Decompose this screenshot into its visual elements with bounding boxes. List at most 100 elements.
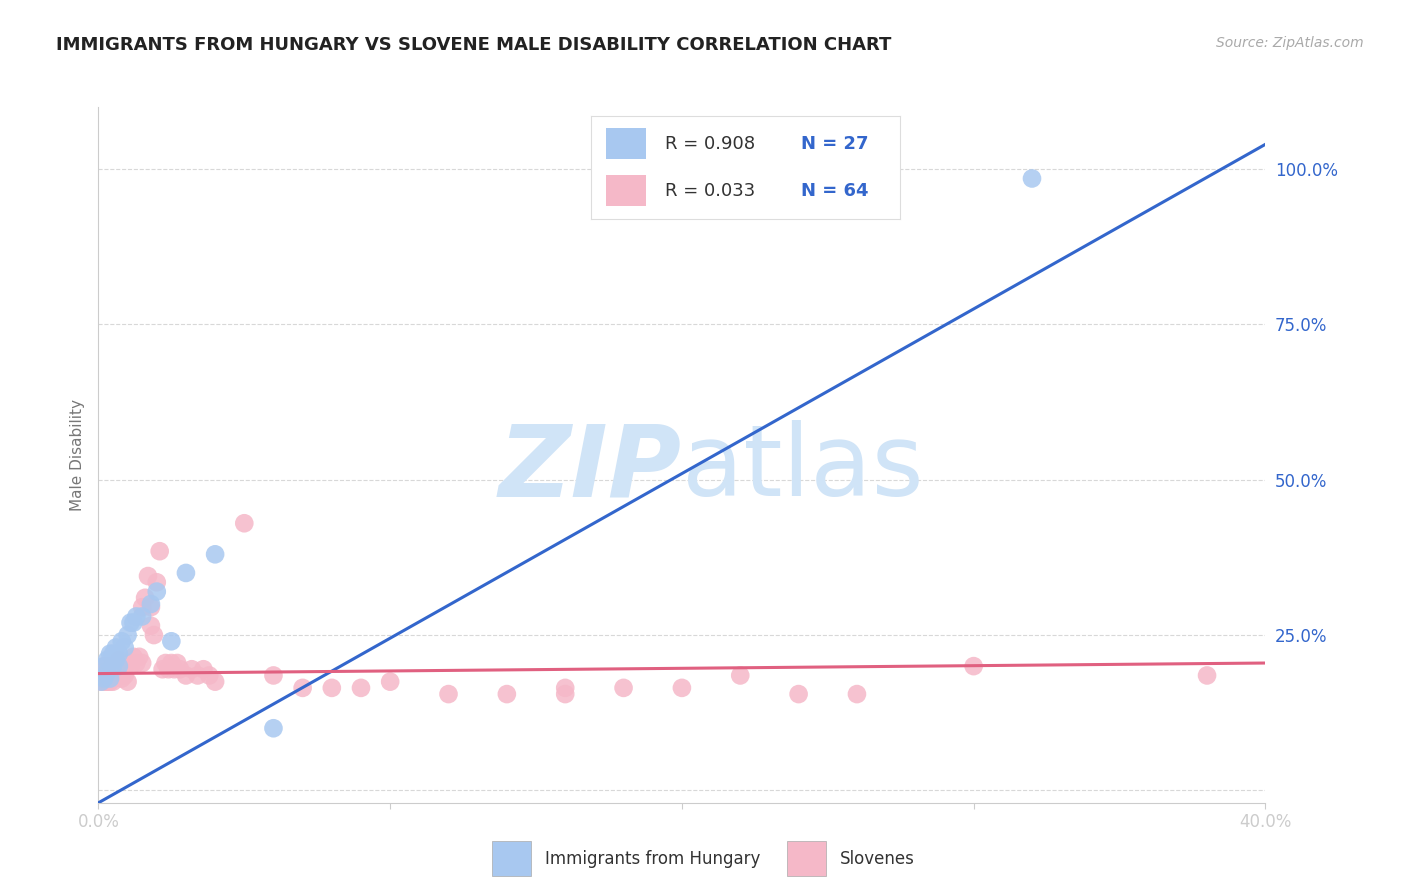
FancyBboxPatch shape	[606, 176, 647, 206]
FancyBboxPatch shape	[492, 841, 531, 876]
Point	[730, 668, 752, 682]
Point	[262, 668, 284, 682]
Point	[98, 672, 121, 686]
Point	[108, 647, 131, 661]
Point	[93, 659, 115, 673]
Point	[139, 619, 162, 633]
Point	[612, 681, 634, 695]
FancyBboxPatch shape	[606, 128, 647, 159]
Text: atlas: atlas	[682, 420, 924, 517]
Point	[111, 662, 134, 676]
Point	[136, 569, 159, 583]
Point	[90, 665, 112, 680]
Point	[128, 649, 150, 664]
Point	[120, 659, 142, 673]
Point	[98, 674, 121, 689]
Point	[131, 600, 153, 615]
Point	[169, 662, 191, 676]
Point	[96, 665, 118, 680]
Point	[120, 615, 142, 630]
Point	[101, 647, 124, 661]
Point	[90, 674, 112, 689]
Point	[142, 628, 165, 642]
Point	[104, 668, 127, 682]
Point	[193, 662, 215, 676]
Point	[174, 668, 197, 682]
Point	[174, 566, 197, 580]
Point	[122, 615, 145, 630]
Point	[437, 687, 460, 701]
Point	[101, 659, 124, 673]
Point	[114, 668, 136, 682]
Point	[846, 687, 869, 701]
FancyBboxPatch shape	[787, 841, 827, 876]
Point	[291, 681, 314, 695]
Point	[114, 640, 136, 655]
Point	[962, 659, 984, 673]
Point	[166, 656, 188, 670]
Point	[146, 584, 169, 599]
Point	[146, 575, 169, 590]
Point	[350, 681, 373, 695]
Point	[96, 653, 118, 667]
Point	[671, 681, 693, 695]
Point	[93, 659, 115, 673]
Y-axis label: Male Disability: Male Disability	[69, 399, 84, 511]
Point	[125, 656, 148, 670]
Point	[187, 668, 209, 682]
Point	[233, 516, 256, 531]
Point	[111, 634, 134, 648]
Point	[101, 659, 124, 673]
Point	[155, 656, 177, 670]
Point	[96, 674, 118, 689]
Point	[139, 600, 162, 615]
Point	[262, 721, 284, 735]
Point	[98, 659, 121, 673]
Text: R = 0.908: R = 0.908	[665, 135, 755, 153]
Point	[157, 662, 180, 676]
Point	[90, 674, 112, 689]
Text: IMMIGRANTS FROM HUNGARY VS SLOVENE MALE DISABILITY CORRELATION CHART: IMMIGRANTS FROM HUNGARY VS SLOVENE MALE …	[56, 36, 891, 54]
Point	[111, 672, 134, 686]
Text: ZIP: ZIP	[499, 420, 682, 517]
Point	[554, 681, 576, 695]
Point	[321, 681, 343, 695]
Text: N = 64: N = 64	[801, 182, 869, 200]
Point	[131, 609, 153, 624]
Point	[152, 662, 174, 676]
Point	[108, 653, 131, 667]
Point	[163, 662, 186, 676]
Point	[93, 672, 115, 686]
Point	[134, 591, 156, 605]
Text: R = 0.033: R = 0.033	[665, 182, 755, 200]
Point	[117, 628, 139, 642]
Point	[108, 668, 131, 682]
Point	[125, 609, 148, 624]
Point	[93, 674, 115, 689]
Point	[787, 687, 810, 701]
Point	[160, 656, 183, 670]
Point	[93, 672, 115, 686]
Point	[104, 640, 127, 655]
Text: Slovenes: Slovenes	[841, 849, 915, 868]
Point	[96, 674, 118, 689]
Point	[204, 674, 226, 689]
Point	[122, 649, 145, 664]
Point	[131, 656, 153, 670]
Point	[554, 687, 576, 701]
Point	[117, 656, 139, 670]
Point	[98, 647, 121, 661]
Point	[104, 653, 127, 667]
Point	[204, 547, 226, 561]
Text: Immigrants from Hungary: Immigrants from Hungary	[546, 849, 761, 868]
Point	[1021, 171, 1043, 186]
Point	[198, 668, 221, 682]
Point	[180, 662, 202, 676]
Point	[101, 674, 124, 689]
Point	[104, 662, 127, 676]
Point	[496, 687, 519, 701]
Point	[149, 544, 172, 558]
Point	[108, 659, 131, 673]
Point	[160, 634, 183, 648]
Text: Source: ZipAtlas.com: Source: ZipAtlas.com	[1216, 36, 1364, 50]
